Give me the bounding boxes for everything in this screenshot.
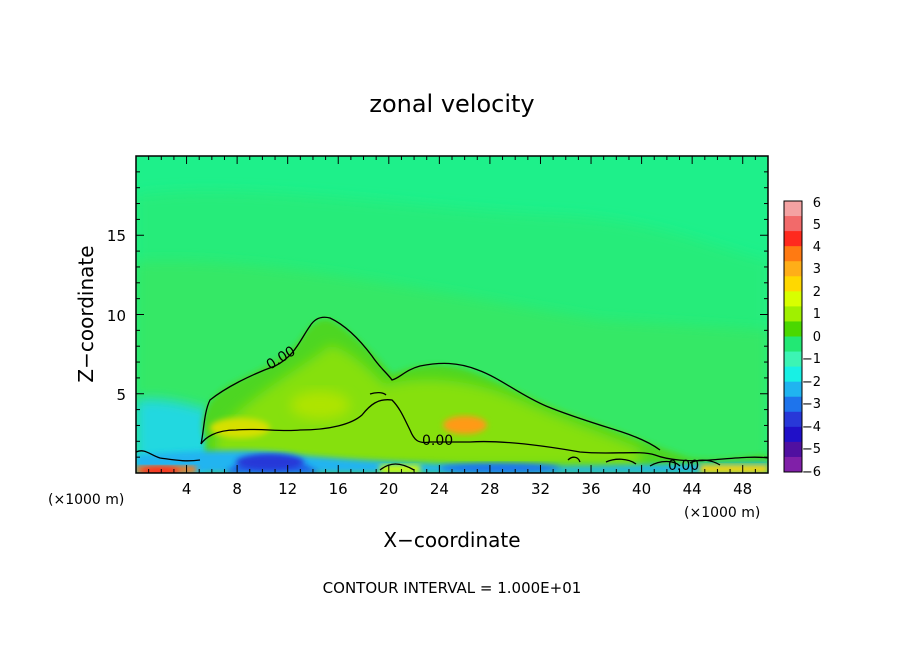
x-tick-label: 36 — [581, 480, 600, 498]
x-tick-label: 20 — [379, 480, 398, 498]
colorbar-swatch — [784, 351, 802, 368]
y-tick-label: 5 — [116, 386, 126, 404]
contour-label-mid: 0.00 — [422, 433, 453, 449]
x-tick-label: 4 — [182, 480, 192, 498]
y-axis-label: Z−coordinate — [74, 245, 98, 382]
colorbar-label: 2 — [813, 285, 821, 300]
x-tick-label: 44 — [683, 480, 702, 498]
colorbar-label: 3 — [813, 262, 821, 277]
contour-interval-note: CONTOUR INTERVAL = 1.000E+01 — [323, 579, 582, 597]
y-tick-label: 10 — [107, 307, 126, 325]
x-tick-label: 12 — [278, 480, 297, 498]
colorbar-frame — [783, 200, 803, 473]
contour-label-right: 0.00 — [668, 458, 699, 474]
x-tick-label: 48 — [733, 480, 752, 498]
x-tick-label: 24 — [430, 480, 449, 498]
contour-line — [200, 399, 768, 462]
colorbar-label: −2 — [802, 375, 821, 390]
x-tick-label: 40 — [632, 480, 651, 498]
colorbar-swatch — [784, 456, 802, 473]
x-tick-label: 32 — [531, 480, 550, 498]
colorbar-swatch — [784, 261, 802, 277]
colorbar-label: 1 — [813, 307, 821, 322]
colorbar-label: 6 — [813, 196, 821, 211]
contour-line — [200, 316, 661, 451]
colorbar — [784, 201, 802, 473]
x-axis-label: X−coordinate — [383, 528, 520, 552]
colorbar-swatch — [784, 336, 802, 353]
colorbar-label: −4 — [802, 420, 821, 435]
contour-line — [369, 391, 387, 396]
y-axis-ticks — [136, 171, 768, 458]
x-tick-label: 16 — [329, 480, 348, 498]
colorbar-swatch — [784, 441, 802, 458]
colorbar-label: 4 — [813, 240, 821, 255]
colorbar-swatch — [784, 426, 802, 443]
colorbar-label: −1 — [802, 352, 821, 367]
colorbar-swatch — [784, 201, 802, 217]
colorbar-swatch — [784, 411, 802, 428]
x-unit-left: (×1000 m) — [48, 492, 124, 508]
contour-line — [136, 450, 201, 462]
colorbar-swatch — [784, 276, 802, 292]
x-tick-labels: 4 8 12 16 20 24 28 32 36 40 44 48 — [182, 480, 752, 498]
colorbar-label: −5 — [802, 442, 821, 457]
colorbar-swatch — [784, 291, 802, 307]
colorbar-swatch — [784, 366, 802, 383]
colorbar-swatch — [784, 246, 802, 262]
contour-line — [567, 456, 721, 467]
colorbar-tick-labels: 6 5 4 3 2 1 0 −1 −2 −3 −4 −5 −6 — [802, 196, 821, 480]
colorbar-swatch — [784, 381, 802, 398]
colorbar-swatch — [784, 231, 802, 247]
colorbar-swatch — [784, 216, 802, 232]
colorbar-label: −6 — [802, 465, 821, 480]
chart-title: zonal velocity — [369, 90, 534, 118]
y-tick-labels: 5 10 15 — [107, 227, 126, 404]
x-axis-ticks — [148, 156, 756, 473]
zero-contours — [136, 316, 768, 471]
colorbar-label: −3 — [802, 397, 821, 412]
x-tick-label: 28 — [480, 480, 499, 498]
contour-line — [379, 463, 415, 471]
y-tick-label: 15 — [107, 227, 126, 245]
heatmap-field — [136, 156, 768, 473]
colorbar-label: 0 — [813, 330, 821, 345]
colorbar-swatch — [784, 306, 802, 322]
x-unit-right: (×1000 m) — [684, 505, 760, 521]
colorbar-label: 5 — [813, 218, 821, 233]
colorbar-swatch — [784, 321, 802, 337]
colorbar-swatch — [784, 396, 802, 413]
x-tick-label: 8 — [232, 480, 242, 498]
